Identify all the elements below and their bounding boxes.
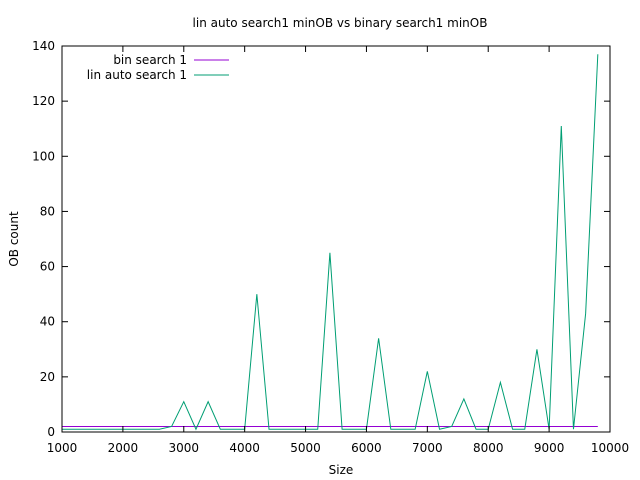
chart-title: lin auto search1 minOB vs binary search1… <box>193 16 488 30</box>
y-tick-label: 120 <box>32 94 55 108</box>
legend-label: bin search 1 <box>113 53 187 67</box>
y-tick-label: 0 <box>47 425 55 439</box>
y-tick-label: 40 <box>40 315 55 329</box>
x-tick-label: 1000 <box>47 441 78 455</box>
x-tick-label: 10000 <box>591 441 629 455</box>
series-line-lin-auto-search-1 <box>62 54 599 431</box>
x-tick-label: 8000 <box>473 441 504 455</box>
x-tick-label: 6000 <box>351 441 382 455</box>
x-tick-label: 3000 <box>169 441 200 455</box>
legend-label: lin auto search 1 <box>87 68 187 82</box>
x-tick-label: 2000 <box>108 441 139 455</box>
series-layer <box>62 54 599 431</box>
x-tick-label: 7000 <box>412 441 443 455</box>
x-tick-label: 5000 <box>290 441 321 455</box>
y-tick-label: 20 <box>40 370 55 384</box>
x-axis-label: Size <box>329 463 354 477</box>
y-axis-ticks: 0 20 40 60 80 100 120 140 <box>32 39 610 439</box>
x-tick-label: 9000 <box>534 441 565 455</box>
y-tick-label: 80 <box>40 204 55 218</box>
y-tick-label: 60 <box>40 260 55 274</box>
y-axis-label: OB count <box>7 211 21 267</box>
plot-frame <box>61 45 611 433</box>
y-tick-label: 140 <box>32 39 55 53</box>
x-tick-label: 4000 <box>229 441 260 455</box>
x-axis-ticks: 1000 2000 3000 4000 5000 6000 7000 8000 9000 1000… <box>47 46 629 455</box>
y-tick-label: 100 <box>32 149 55 163</box>
